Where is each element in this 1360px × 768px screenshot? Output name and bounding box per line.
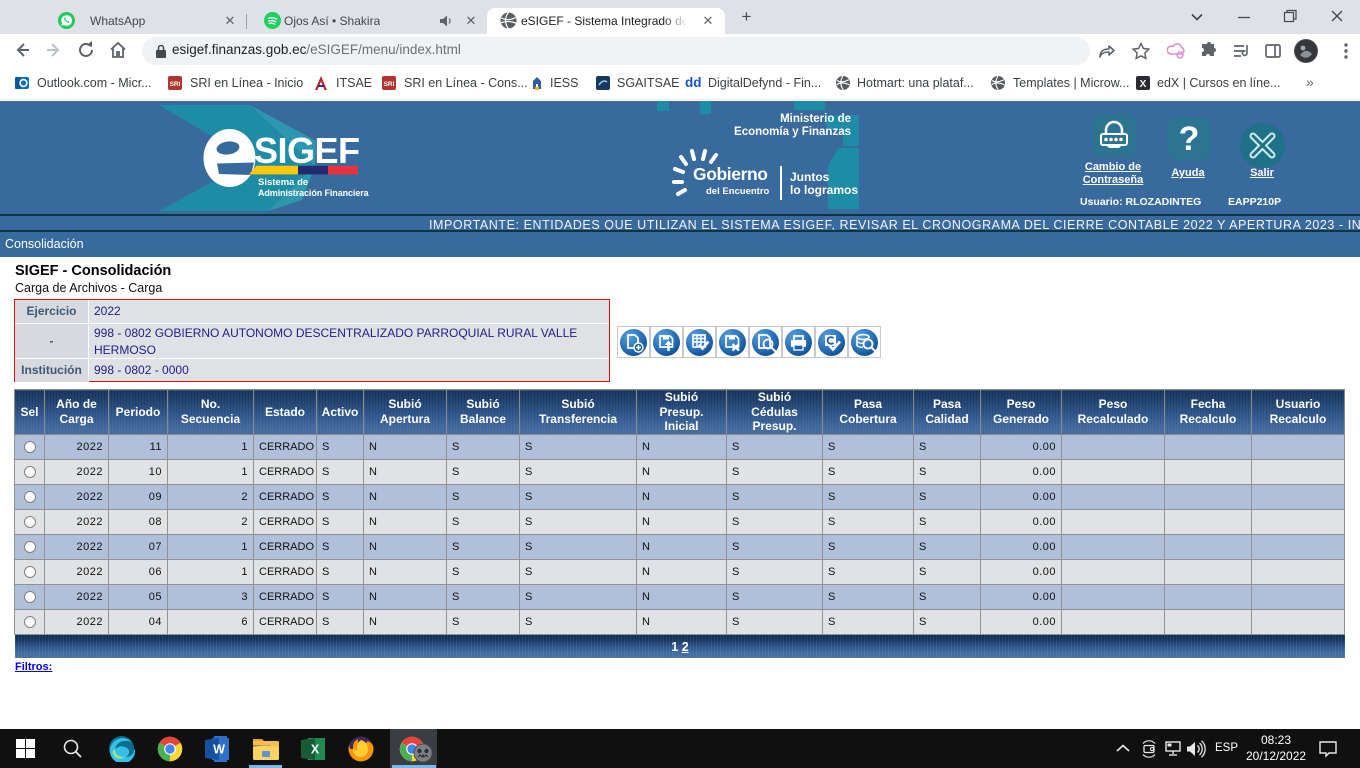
svg-text:?: ? [1179,120,1200,158]
svg-text:SRI: SRI [384,81,395,88]
svg-text:SRI: SRI [170,81,181,88]
svg-text:W: W [213,743,225,757]
svg-text:X: X [1140,79,1147,90]
svg-text:X: X [311,743,320,757]
